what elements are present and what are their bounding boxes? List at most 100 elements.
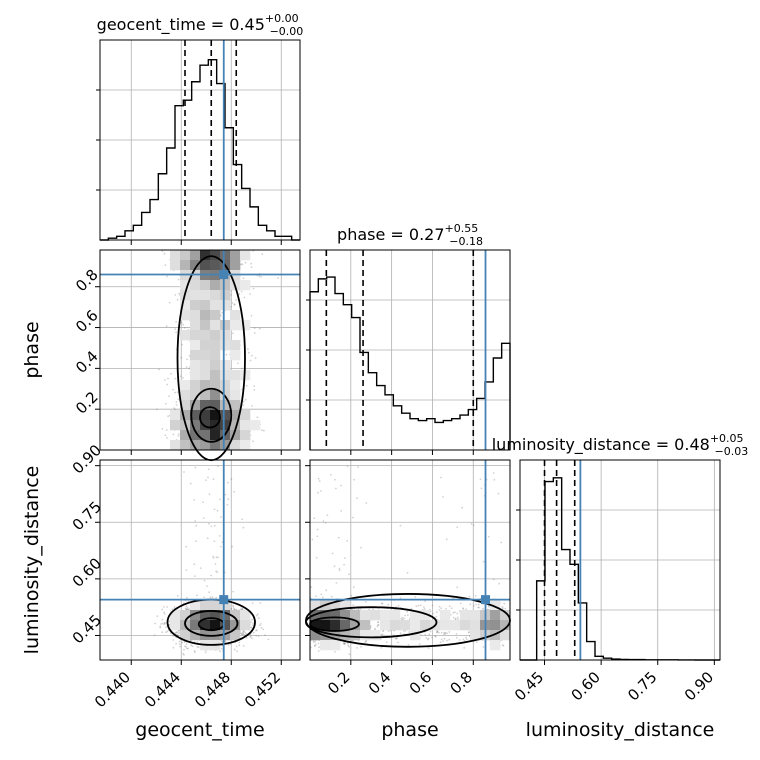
density-cell-geocent_time-vs-phase: [210, 340, 221, 351]
scatter-point-geocent_time-vs-phase: [277, 277, 279, 279]
density-cell-geocent_time-vs-phase: [200, 420, 211, 431]
scatter-point-geocent_time-vs-luminosity_distance: [204, 651, 207, 654]
scatter-point-geocent_time-vs-luminosity_distance: [175, 642, 178, 645]
scatter-point-geocent_time-vs-luminosity_distance: [238, 641, 241, 644]
scatter-point-geocent_time-vs-phase: [175, 401, 178, 403]
scatter-point-geocent_time-vs-luminosity_distance: [257, 635, 260, 637]
scatter-point-phase-vs-luminosity_distance: [343, 563, 345, 566]
scatter-point-phase-vs-luminosity_distance: [480, 487, 483, 490]
scatter-point-geocent_time-vs-phase: [172, 433, 175, 436]
density-cell-geocent_time-vs-phase: [170, 410, 181, 421]
density-cell-geocent_time-vs-phase: [180, 430, 191, 441]
density-cell-geocent_time-vs-phase: [200, 350, 211, 361]
scatter-point-geocent_time-vs-phase: [248, 351, 250, 354]
scatter-point-geocent_time-vs-luminosity_distance: [235, 645, 238, 648]
scatter-point-geocent_time-vs-luminosity_distance: [164, 622, 167, 624]
scatter-point-geocent_time-vs-phase: [167, 377, 169, 380]
density-cell-geocent_time-vs-phase: [210, 280, 221, 291]
scatter-point-geocent_time-vs-phase: [182, 323, 185, 326]
density-cell-geocent_time-vs-phase: [210, 440, 221, 451]
scatter-point-geocent_time-vs-phase: [219, 314, 222, 317]
density-cell-geocent_time-vs-phase: [240, 430, 251, 441]
density-cell-geocent_time-vs-phase: [200, 340, 211, 351]
scatter-point-phase-vs-luminosity_distance: [417, 604, 420, 607]
scatter-point-geocent_time-vs-luminosity_distance: [153, 634, 156, 637]
scatter-point-geocent_time-vs-luminosity_distance: [252, 622, 255, 624]
scatter-point-geocent_time-vs-phase: [176, 298, 179, 301]
scatter-point-geocent_time-vs-luminosity_distance: [159, 625, 162, 628]
scatter-point-geocent_time-vs-phase: [166, 275, 169, 278]
scatter-point-geocent_time-vs-luminosity_distance: [241, 607, 244, 610]
scatter-point-geocent_time-vs-luminosity_distance: [196, 641, 199, 643]
density-cell-geocent_time-vs-luminosity_distance: [170, 620, 181, 631]
scatter-point-geocent_time-vs-luminosity_distance: [251, 602, 254, 604]
scatter-point-geocent_time-vs-luminosity_distance: [212, 478, 215, 481]
scatter-point-geocent_time-vs-phase: [163, 252, 166, 255]
scatter-point-geocent_time-vs-phase: [168, 395, 171, 398]
scatter-point-phase-vs-luminosity_distance: [425, 637, 428, 639]
scatter-point-geocent_time-vs-phase: [164, 264, 167, 266]
scatter-point-geocent_time-vs-phase: [247, 348, 249, 351]
scatter-point-geocent_time-vs-luminosity_distance: [232, 590, 235, 593]
density-cell-geocent_time-vs-phase: [210, 310, 221, 321]
scatter-point-geocent_time-vs-luminosity_distance: [224, 493, 227, 496]
density-cell-geocent_time-vs-phase: [190, 290, 201, 301]
scatter-point-phase-vs-luminosity_distance: [321, 596, 324, 599]
scatter-point-geocent_time-vs-luminosity_distance: [220, 647, 223, 650]
scatter-point-geocent_time-vs-phase: [253, 332, 256, 334]
scatter-point-geocent_time-vs-luminosity_distance: [165, 631, 167, 634]
scatter-point-geocent_time-vs-phase: [233, 304, 236, 306]
density-cell-geocent_time-vs-phase: [230, 440, 241, 451]
scatter-point-geocent_time-vs-luminosity_distance: [236, 650, 238, 653]
scatter-point-geocent_time-vs-luminosity_distance: [156, 615, 159, 618]
scatter-point-geocent_time-vs-luminosity_distance: [227, 644, 230, 646]
density-cell-geocent_time-vs-phase: [190, 420, 201, 431]
scatter-point-geocent_time-vs-luminosity_distance: [267, 638, 270, 641]
density-cell-geocent_time-vs-phase: [230, 380, 241, 391]
scatter-point-geocent_time-vs-phase: [261, 253, 264, 256]
density-cell-geocent_time-vs-phase: [220, 420, 231, 431]
scatter-point-geocent_time-vs-phase: [240, 290, 243, 293]
scatter-point-geocent_time-vs-luminosity_distance: [213, 540, 216, 543]
density-cell-geocent_time-vs-phase: [230, 390, 241, 401]
density-cell-geocent_time-vs-phase: [190, 300, 201, 311]
density-cell-geocent_time-vs-phase: [170, 250, 181, 261]
scatter-point-geocent_time-vs-luminosity_distance: [183, 648, 185, 651]
density-cell-geocent_time-vs-phase: [190, 320, 201, 331]
scatter-point-geocent_time-vs-luminosity_distance: [232, 604, 235, 607]
scatter-point-phase-vs-luminosity_distance: [406, 572, 409, 574]
scatter-point-geocent_time-vs-luminosity_distance: [255, 614, 258, 617]
density-cell-geocent_time-vs-phase: [190, 280, 201, 291]
scatter-point-geocent_time-vs-luminosity_distance: [186, 606, 189, 609]
scatter-point-geocent_time-vs-luminosity_distance: [232, 607, 235, 609]
scatter-point-geocent_time-vs-luminosity_distance: [174, 631, 177, 634]
scatter-point-geocent_time-vs-phase: [175, 321, 178, 323]
scatter-point-geocent_time-vs-phase: [231, 302, 234, 304]
scatter-point-geocent_time-vs-luminosity_distance: [231, 545, 234, 548]
scatter-point-phase-vs-luminosity_distance: [504, 607, 507, 610]
scatter-point-geocent_time-vs-luminosity_distance: [238, 644, 241, 647]
scatter-point-geocent_time-vs-phase: [263, 429, 265, 432]
density-cell-geocent_time-vs-phase: [220, 300, 231, 311]
scatter-point-phase-vs-luminosity_distance: [445, 538, 448, 541]
density-cell-geocent_time-vs-phase: [170, 440, 181, 451]
density-cell-geocent_time-vs-phase: [200, 440, 211, 451]
scatter-point-phase-vs-luminosity_distance: [443, 637, 446, 640]
scatter-point-geocent_time-vs-luminosity_distance: [196, 646, 199, 648]
scatter-point-geocent_time-vs-luminosity_distance: [241, 518, 244, 521]
density-cell-geocent_time-vs-luminosity_distance: [240, 620, 251, 631]
density-cell-geocent_time-vs-phase: [220, 440, 231, 451]
density-cell-geocent_time-vs-phase: [210, 350, 221, 361]
scatter-point-geocent_time-vs-luminosity_distance: [163, 611, 165, 614]
scatter-point-geocent_time-vs-luminosity_distance: [172, 639, 175, 641]
scatter-point-geocent_time-vs-luminosity_distance: [214, 563, 217, 565]
scatter-point-geocent_time-vs-luminosity_distance: [176, 595, 179, 597]
scatter-point-geocent_time-vs-phase: [174, 391, 177, 394]
density-cell-geocent_time-vs-phase: [220, 400, 231, 411]
scatter-point-geocent_time-vs-phase: [252, 287, 255, 290]
scatter-point-geocent_time-vs-luminosity_distance: [221, 640, 223, 643]
scatter-point-geocent_time-vs-phase: [243, 296, 246, 299]
scatter-point-geocent_time-vs-luminosity_distance: [210, 525, 213, 528]
scatter-point-geocent_time-vs-luminosity_distance: [172, 646, 175, 649]
